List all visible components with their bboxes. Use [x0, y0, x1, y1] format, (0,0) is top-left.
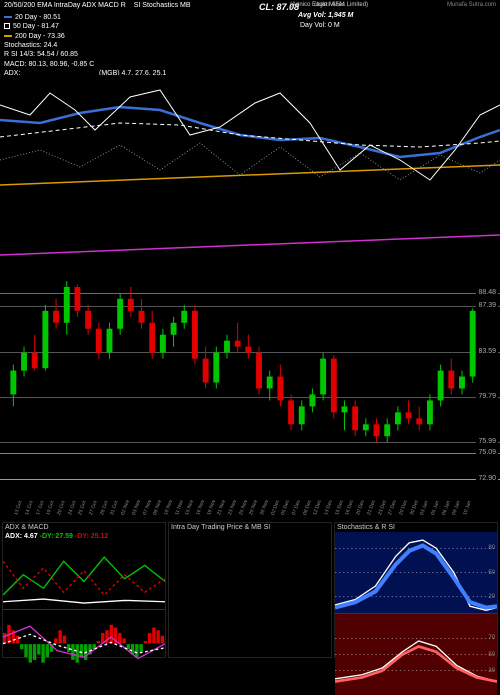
x-tick: 30 Nov — [259, 503, 269, 516]
x-tick: 30 Dec — [409, 503, 419, 516]
price-gridline-label: 88.48 — [476, 289, 498, 296]
x-tick: 23 Nov — [227, 503, 237, 516]
x-tick: 25 Oct — [77, 503, 87, 516]
x-tick: 31 Oct — [109, 503, 119, 516]
stochastics-label: Stochastics: 24.4 — [4, 42, 496, 50]
ema20-swatch — [4, 16, 12, 18]
title-mid: SI Stochastics MB — [134, 2, 191, 9]
x-tick: 12 Dec — [312, 503, 322, 516]
x-tick: 02 Nov — [120, 503, 130, 516]
x-tick: 13 Dec — [323, 503, 333, 516]
x-tick: 07 Dec — [291, 503, 301, 516]
x-tick: 29 Nov — [248, 503, 258, 516]
mini-y-tick: 20 — [488, 594, 495, 600]
x-tick: 18 Nov — [206, 503, 216, 516]
x-tick: 10 Jan — [462, 503, 472, 516]
x-tick: 08 Nov — [152, 503, 162, 516]
ema50-label: 50 Day - 81.47 — [13, 23, 59, 30]
x-tick: 25 Nov — [238, 503, 248, 516]
x-tick: 15 Dec — [334, 503, 344, 516]
ema20-label: 20 Day - 80.51 — [15, 14, 61, 21]
watermark: Munafa Sutra.com — [447, 2, 496, 9]
mini-y-tick: 80 — [488, 545, 495, 551]
ema200-swatch — [4, 35, 12, 37]
x-tick: 06 Jan — [441, 503, 451, 516]
macd-label: MACD: 80.13, 80.96, -0.85 C — [4, 61, 496, 69]
mini-y-tick: 30 — [488, 668, 495, 674]
x-tick: 05 Jan — [430, 503, 440, 516]
x-axis-dates: 13 Oct14 Oct17 Oct19 Oct20 Oct24 Oct25 O… — [0, 490, 500, 520]
x-tick: 24 Oct — [67, 503, 77, 516]
adx-macd-title: ADX & MACD — [3, 523, 165, 532]
bottom-panels: ADX & MACD ADX: 4.67 -DY: 27.59 -DY: 25.… — [0, 520, 500, 660]
x-tick: 08 Dec — [302, 503, 312, 516]
x-tick: 14 Oct — [24, 503, 34, 516]
price-gridline-label: 72.90 — [476, 475, 498, 482]
x-tick: 11 Nov — [174, 503, 184, 516]
price-gridline-label: 79.79 — [476, 393, 498, 400]
price-gridline-label: 83.59 — [476, 348, 498, 355]
mini-y-tick: 50 — [488, 652, 495, 658]
x-tick: 21 Dec — [366, 503, 376, 516]
x-tick: 20 Dec — [355, 503, 365, 516]
x-tick: 16 Nov — [195, 503, 205, 516]
price-gridline-label: 87.39 — [476, 302, 498, 309]
x-tick: 10 Nov — [163, 503, 173, 516]
ema50-swatch — [4, 23, 10, 29]
avg-vol: Avg Vol: 1,945 M — [298, 12, 353, 20]
x-tick: 05 Dec — [280, 503, 290, 516]
x-tick: 03 Nov — [131, 503, 141, 516]
x-tick: 27 Dec — [387, 503, 397, 516]
adx-macd-panel: ADX & MACD ADX: 4.67 -DY: 27.59 -DY: 25.… — [2, 522, 166, 658]
x-tick: 07 Nov — [142, 503, 152, 516]
stoch-title: Stochastics & R SI — [335, 523, 497, 532]
price-gridline-label: 75.09 — [476, 449, 498, 456]
title-left: 20/50/200 EMA IntraDay ADX MACD R — [4, 2, 126, 9]
intraday-title: Intra Day Trading Price & MB SI — [169, 523, 331, 532]
x-tick: 28 Oct — [99, 503, 109, 516]
x-tick: 13 Oct — [13, 503, 23, 516]
intraday-panel: Intra Day Trading Price & MB SI — [168, 522, 332, 658]
rsi-label: R SI 14/3: 54.54 / 60.85 — [4, 51, 496, 59]
x-tick: 09 Jan — [451, 503, 461, 516]
candlestick-chart: 88.48 87.39 83.59 79.79 75.99 75.09 72.90 — [0, 275, 500, 490]
mini-y-tick: 50 — [488, 570, 495, 576]
header-info: 20/50/200 EMA IntraDay ADX MACD R SI Sto… — [0, 0, 500, 75]
ema200-label: 200 Day - 73.36 — [15, 33, 65, 40]
x-tick: 20 Oct — [56, 503, 66, 516]
type-text: (Agnico Eagle Mines Limited) — [290, 2, 368, 9]
x-tick: 15 Nov — [184, 503, 194, 516]
x-tick: 29 Dec — [398, 503, 408, 516]
x-tick: 16 Dec — [344, 503, 354, 516]
day-vol: Day Vol: 0 M — [300, 22, 340, 30]
x-tick: 23 Dec — [377, 503, 387, 516]
moving-average-chart — [0, 75, 500, 265]
stochastics-panel: Stochastics & R SI 205080 305070 — [334, 522, 498, 658]
x-tick: 17 Oct — [35, 503, 45, 516]
x-tick: 21 Nov — [216, 503, 226, 516]
x-tick: 19 Oct — [45, 503, 55, 516]
mini-y-tick: 70 — [488, 635, 495, 641]
price-gridline-label: 75.99 — [476, 438, 498, 445]
x-tick: 27 Oct — [88, 503, 98, 516]
x-tick: 02 Dec — [270, 503, 280, 516]
x-tick: 03 Jan — [419, 503, 429, 516]
